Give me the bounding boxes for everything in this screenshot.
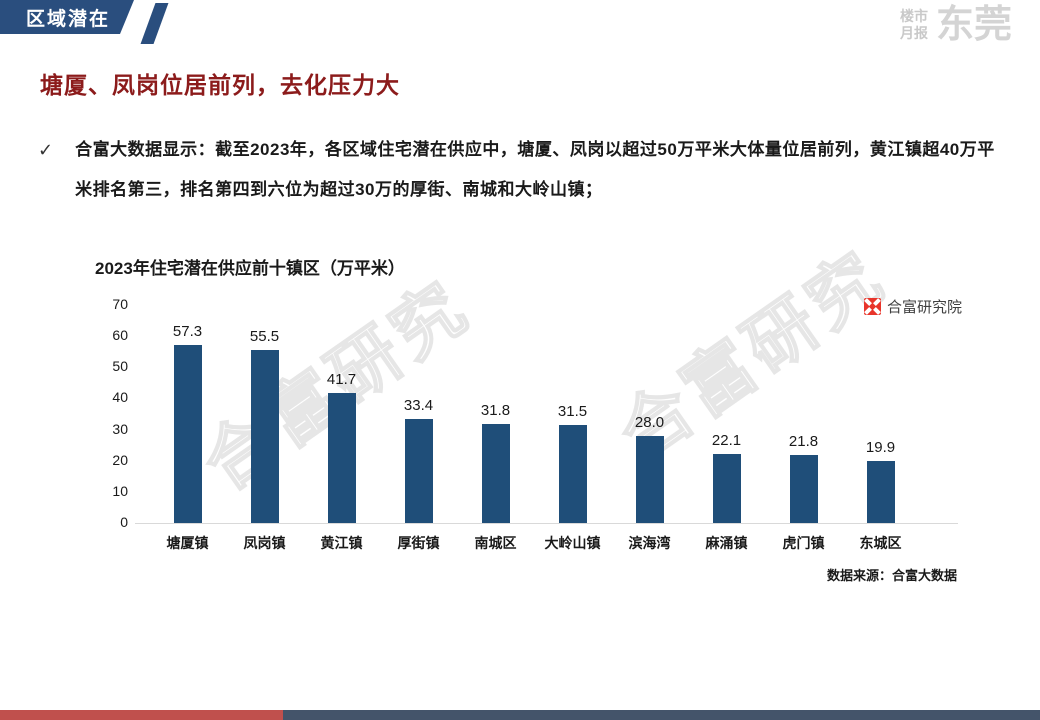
bar-value-label: 55.5 (249, 328, 280, 346)
bar-value-label: 57.3 (172, 322, 203, 340)
x-axis-labels: 塘厦镇 凤岗镇 黄江镇 厚街镇 南城区 大岭山镇 滨海湾 麻涌镇 虎门镇 东城区 (149, 533, 919, 553)
y-tick-label: 40 (112, 389, 128, 406)
bar-value-label: 28.0 (634, 413, 665, 431)
brand-small-line2: 月报 (899, 25, 928, 41)
y-tick-label: 50 (112, 358, 128, 375)
bar-column: 57.3 (149, 305, 226, 523)
bar (481, 423, 510, 523)
bar-column: 22.1 (688, 305, 765, 523)
bar (250, 350, 279, 523)
y-tick-label: 10 (112, 482, 128, 499)
bar (635, 435, 664, 523)
y-tick-label: 70 (112, 296, 128, 312)
y-tick-label: 0 (120, 514, 128, 530)
footer-bar (0, 710, 1040, 720)
bar-chart: 2023年住宅潜在供应前十镇区（万平米） 合富研究院 0 10 20 30 40 50 60… (95, 252, 970, 597)
bar-column: 55.5 (226, 305, 303, 523)
x-axis-label: 滨海湾 (628, 535, 671, 551)
bar-column: 21.8 (765, 305, 842, 523)
bullet-item: ✓ 合富大数据显示：截至2023年，各区域住宅潜在供应中，塘厦、凤岗以超过50万… (38, 130, 1000, 210)
x-axis-label: 黄江镇 (320, 535, 363, 551)
bar-value-label: 31.5 (557, 402, 588, 420)
brand-city-name: 东莞 (935, 4, 1012, 46)
chart-legend: 合富研究院 (863, 296, 962, 317)
hefu-logo-icon (863, 298, 881, 315)
bar-value-label: 31.8 (480, 401, 511, 419)
header-tab-label: 区域潜在 (26, 8, 111, 30)
x-axis-label: 厚街镇 (397, 535, 440, 551)
y-tick-label: 60 (112, 327, 128, 344)
y-tick-label: 20 (112, 451, 128, 468)
x-axis-line (135, 523, 958, 524)
x-axis-label: 麻涌镇 (705, 535, 748, 551)
bullet-text: 合富大数据显示：截至2023年，各区域住宅潜在供应中，塘厦、凤岗以超过50万平米… (75, 140, 995, 199)
x-axis-label: 虎门镇 (782, 535, 825, 551)
bar (712, 454, 741, 523)
footer-red-segment (0, 710, 283, 720)
page-title: 塘厦、凤岗位居前列，去化压力大 (40, 72, 400, 98)
bar (173, 344, 202, 523)
bar-value-label: 21.8 (788, 433, 819, 451)
brand-small-text: 楼市 月报 (900, 8, 928, 43)
x-axis-label: 南城区 (474, 535, 517, 551)
bar (327, 393, 356, 523)
chart-title: 2023年住宅潜在供应前十镇区（万平米） (95, 259, 405, 278)
check-icon: ✓ (38, 140, 54, 160)
bar-column: 41.7 (303, 305, 380, 523)
bar-column: 31.8 (457, 305, 534, 523)
y-axis: 0 10 20 30 40 50 60 70 (95, 296, 128, 530)
bar-column: 28.0 (611, 305, 688, 523)
source-note: 数据来源：合富大数据 (826, 568, 957, 583)
bar-column: 31.5 (534, 305, 611, 523)
brand-small-line1: 楼市 (899, 7, 928, 24)
footer-slate-segment (283, 710, 1040, 720)
legend-label: 合富研究院 (886, 299, 962, 316)
bar (404, 418, 433, 523)
bar (866, 461, 895, 523)
bar (558, 424, 587, 523)
brand-logo: 楼市 月报 东莞 (900, 6, 1012, 44)
bar-value-label: 33.4 (403, 396, 434, 414)
plot-area: 57.3 55.5 41.7 33.4 31.8 31.5 28.0 22.1 21.8 19.9 (149, 305, 919, 523)
header-decor-stripe (140, 3, 169, 44)
bar-value-label: 19.9 (865, 439, 896, 457)
x-axis-label: 凤岗镇 (243, 535, 286, 551)
y-tick-label: 30 (112, 420, 128, 437)
bar-column: 33.4 (380, 305, 457, 523)
bar-value-label: 22.1 (711, 432, 742, 450)
header-tab: 区域潜在 (0, 0, 134, 34)
bar (789, 455, 818, 523)
x-axis-label: 东城区 (859, 535, 902, 551)
bar-value-label: 41.7 (326, 371, 357, 389)
x-axis-label: 塘厦镇 (166, 535, 209, 551)
bar-column: 19.9 (842, 305, 919, 523)
x-axis-label: 大岭山镇 (544, 535, 601, 551)
